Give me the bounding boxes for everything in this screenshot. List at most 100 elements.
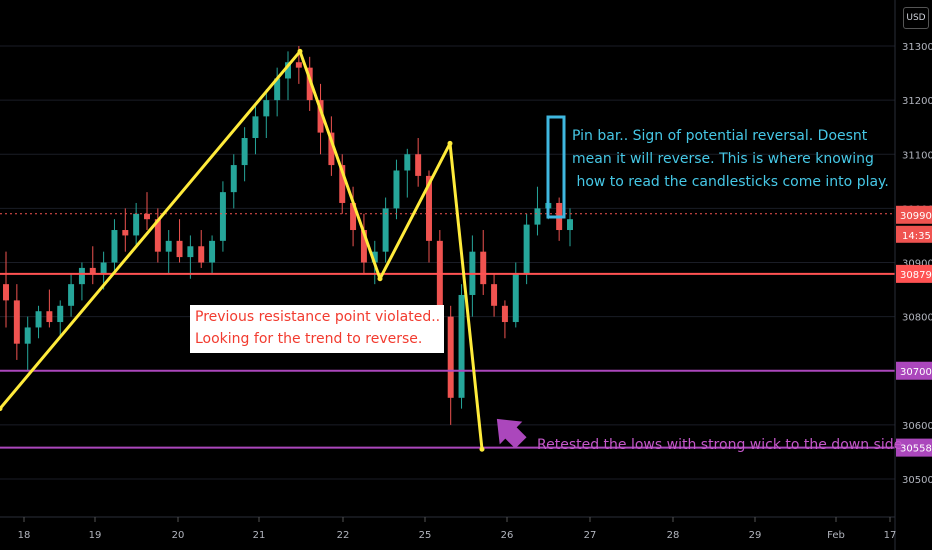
currency-badge[interactable]: USD (903, 7, 929, 29)
y-tick-label: 31100 (902, 150, 932, 161)
y-tick-label: 31200 (902, 96, 932, 107)
retest-note: Retested the lows with strong wick to th… (537, 437, 903, 453)
candle (263, 89, 270, 139)
candle-body (219, 192, 226, 241)
candle (3, 251, 9, 328)
candle-body (57, 305, 64, 323)
candle (24, 316, 31, 371)
candle (144, 192, 150, 231)
x-tick-label: 18 (18, 530, 31, 541)
countdown-tag-text: 14:35 (902, 231, 931, 242)
level-tag-support-lower-text: 30558 (900, 444, 932, 455)
x-tick-label: 26 (501, 530, 514, 541)
candle (350, 186, 357, 247)
candle (209, 235, 216, 274)
candle (404, 148, 411, 198)
candle (187, 235, 194, 279)
chart-overlays (496, 115, 566, 449)
y-tick-label: 30900 (902, 259, 932, 270)
candle (46, 289, 53, 328)
candle (219, 181, 226, 252)
candle (328, 116, 335, 176)
candle-body (501, 305, 508, 323)
candle (317, 83, 324, 155)
candle-body (360, 230, 367, 263)
candle (285, 51, 291, 101)
candle-body (46, 311, 53, 323)
candle-body (35, 311, 42, 328)
resistance-note-line-2: Looking for the trend to reverse. (195, 331, 423, 347)
candle (111, 219, 118, 274)
current-price-tag: 30990 (896, 205, 932, 224)
candle (447, 305, 454, 425)
candle-body (13, 300, 20, 344)
candle (501, 300, 508, 339)
candle-body (252, 116, 259, 139)
candle-body (274, 78, 281, 101)
candle-body (339, 165, 346, 203)
candle (274, 67, 281, 117)
time-axis[interactable]: 18 19 20 21 22 25 26 27 28 29 Feb 17 (18, 517, 897, 541)
candle (241, 127, 248, 182)
resistance-note-line-1: Previous resistance point violated.. (195, 309, 441, 325)
candle (122, 208, 129, 252)
candle-body (24, 327, 31, 344)
horizontal-levels (0, 213, 895, 449)
level-tag-resistance: 30879 (896, 264, 932, 283)
candle (491, 273, 498, 317)
pin-bar-note-line-2: mean it will reverse. This is where know… (572, 151, 874, 167)
candle-body (317, 100, 324, 133)
candle (198, 230, 205, 268)
pin-bar-highlight (546, 115, 566, 219)
candle-body (165, 240, 172, 252)
candle (523, 213, 530, 285)
candle (57, 300, 64, 339)
candle-body (295, 62, 302, 68)
candle-body (111, 230, 118, 263)
candle-body (89, 267, 96, 274)
level-tag-support-upper-text: 30700 (900, 367, 932, 378)
candle-body (426, 175, 432, 241)
candle-body (263, 100, 270, 117)
candle (458, 284, 465, 409)
candle-body (133, 213, 140, 236)
x-tick-label: 28 (667, 530, 680, 541)
candle (68, 273, 75, 317)
candlestick-series (0, 45, 895, 480)
level-tag-support-upper-bg (896, 361, 932, 380)
candle-body (3, 284, 9, 301)
countdown-tag-bg (896, 225, 932, 243)
x-tick-label: Feb (827, 530, 845, 541)
candle-body (458, 294, 465, 398)
trendline-vertex (447, 140, 453, 146)
candle-body (144, 213, 150, 220)
candle-body (480, 251, 487, 285)
candle (306, 56, 313, 111)
candle-body (328, 132, 335, 166)
candle-body (512, 273, 519, 323)
candle-body (371, 251, 378, 263)
candle-body (100, 262, 107, 274)
y-tick-label: 30800 (902, 313, 932, 324)
current-price-tag-bg (896, 205, 932, 224)
pin-bar-note-line-3: how to read the candlesticks come into p… (572, 174, 889, 190)
level-tag-support-lower: 30558 (896, 438, 932, 457)
trendline-vertex (377, 276, 383, 282)
candle-body (198, 246, 205, 263)
candle-body (209, 240, 216, 263)
x-tick-label: 20 (172, 530, 185, 541)
candle-body (241, 138, 248, 166)
x-tick-label: 25 (419, 530, 432, 541)
trendline-group (0, 48, 485, 452)
candle-body (68, 284, 75, 306)
x-tick-label: 17 (884, 530, 897, 541)
x-tick-label: 22 (337, 530, 350, 541)
candle-body (447, 316, 454, 398)
countdown-tag: 14:35 (896, 225, 932, 243)
level-tag-resistance-bg (896, 264, 932, 283)
candle-body (567, 219, 573, 231)
candle (230, 154, 237, 209)
retest-arrow-icon (496, 418, 527, 449)
price-tags: 30990 14:35 30879 30700 30558 (896, 205, 932, 457)
